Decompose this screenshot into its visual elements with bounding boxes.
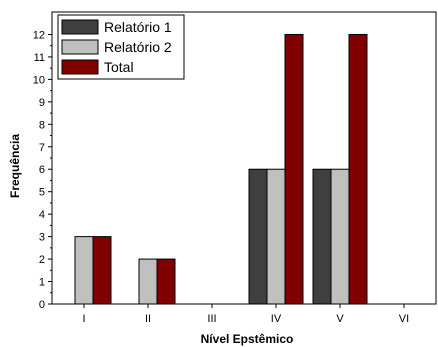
- bar-3-v: [348, 33, 368, 305]
- bar-3-ii: [156, 258, 176, 305]
- x-tick-label-i: I: [82, 313, 85, 325]
- y-tick-label: 3: [39, 232, 45, 244]
- bars-layer: [74, 33, 368, 305]
- x-tick-label-iii: III: [207, 313, 216, 325]
- y-tick-label: 2: [39, 254, 45, 266]
- y-tick-label: 12: [33, 29, 45, 41]
- bar-1-iv: [248, 168, 268, 305]
- y-axis-title: Frequência: [8, 134, 22, 198]
- x-axis-title: Nível Epstêmico: [201, 332, 294, 346]
- x-tick-label-ii: II: [145, 313, 151, 325]
- y-tick-label: 10: [33, 74, 45, 86]
- y-tick-label: 1: [39, 277, 45, 289]
- bar-2-ii: [138, 258, 158, 305]
- x-tick-label-vi: VI: [399, 313, 409, 325]
- legend-label: Relatório 2: [104, 39, 172, 55]
- bar-1-v: [312, 168, 332, 305]
- y-tick-label: 9: [39, 97, 45, 109]
- legend: Relatório 1 Relatório 2 Total: [57, 14, 185, 80]
- y-tick-label: 7: [39, 142, 45, 154]
- y-tick-label: 0: [39, 299, 45, 311]
- bar-3-i: [92, 236, 112, 305]
- y-tick-label: 5: [39, 187, 45, 199]
- bar-2-v: [330, 168, 350, 305]
- legend-label: Relatório 1: [104, 19, 172, 35]
- legend-swatch: [61, 39, 99, 55]
- y-tick-label: 11: [34, 52, 45, 64]
- legend-swatch: [61, 19, 99, 35]
- y-tick-label: 8: [39, 119, 45, 131]
- x-tick-label-v: V: [336, 313, 344, 325]
- legend-swatch: [61, 59, 99, 75]
- bar-2-i: [74, 236, 94, 305]
- y-tick-label: 6: [39, 164, 45, 176]
- bar-3-iv: [284, 33, 304, 305]
- bar-2-iv: [266, 168, 286, 305]
- x-tick-label-iv: IV: [271, 313, 282, 325]
- legend-label: Total: [104, 59, 134, 75]
- y-tick-label: 4: [39, 209, 45, 221]
